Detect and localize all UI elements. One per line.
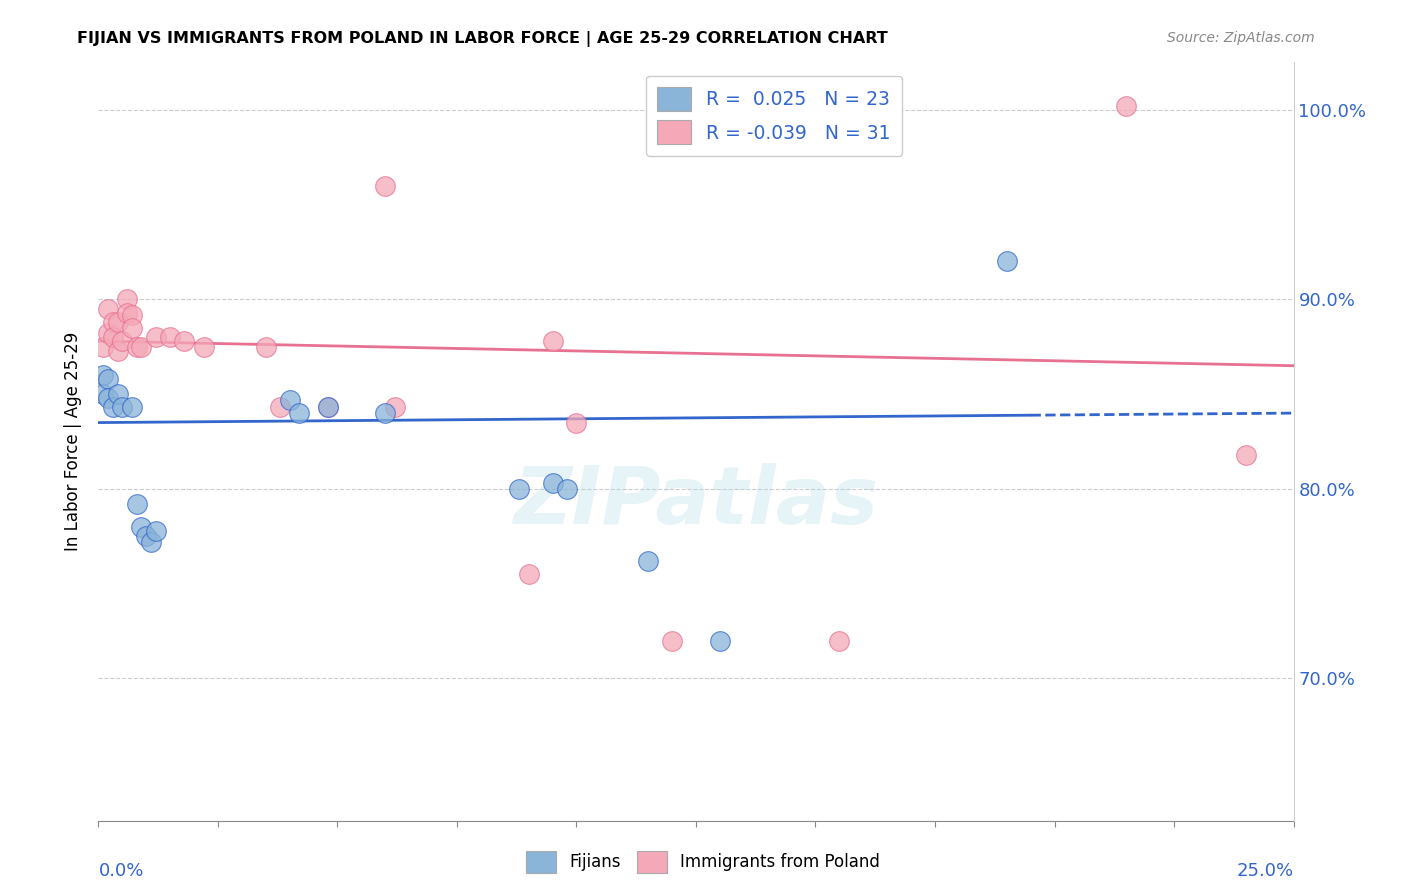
Point — [316, 401, 339, 415]
Point — [555, 482, 578, 496]
Point — [852, 99, 875, 113]
Text: ZIPatlas: ZIPatlas — [513, 463, 879, 541]
Point — [316, 401, 339, 415]
Point — [384, 401, 406, 415]
Point — [269, 401, 291, 415]
Point — [131, 520, 153, 534]
Point — [145, 330, 167, 344]
Point — [254, 340, 277, 354]
Point — [661, 633, 683, 648]
Point — [97, 326, 120, 341]
Point — [995, 254, 1018, 268]
Point — [637, 554, 659, 568]
Text: Source: ZipAtlas.com: Source: ZipAtlas.com — [1167, 31, 1315, 45]
Point — [1234, 448, 1257, 462]
Point — [508, 482, 530, 496]
Point — [107, 387, 129, 401]
Point — [97, 391, 120, 405]
Point — [288, 406, 311, 420]
Point — [374, 406, 396, 420]
Point — [173, 334, 195, 348]
Point — [91, 340, 114, 354]
Point — [541, 476, 564, 491]
Text: FIJIAN VS IMMIGRANTS FROM POLAND IN LABOR FORCE | AGE 25-29 CORRELATION CHART: FIJIAN VS IMMIGRANTS FROM POLAND IN LABO… — [77, 31, 889, 47]
Point — [145, 524, 167, 538]
Point — [91, 387, 114, 401]
Legend: Fijians, Immigrants from Poland: Fijians, Immigrants from Poland — [519, 845, 887, 880]
Point — [101, 315, 124, 329]
Point — [159, 330, 181, 344]
Point — [101, 330, 124, 344]
Point — [111, 401, 134, 415]
Point — [193, 340, 215, 354]
Point — [97, 301, 120, 316]
Point — [107, 343, 129, 358]
Point — [125, 497, 148, 511]
Point — [101, 401, 124, 415]
Point — [115, 293, 138, 307]
Point — [278, 392, 301, 407]
Point — [121, 308, 143, 322]
Point — [541, 334, 564, 348]
Point — [121, 320, 143, 334]
Point — [1115, 99, 1137, 113]
Point — [374, 178, 396, 193]
Point — [107, 315, 129, 329]
Point — [565, 416, 588, 430]
Point — [828, 633, 851, 648]
Y-axis label: In Labor Force | Age 25-29: In Labor Force | Age 25-29 — [65, 332, 83, 551]
Text: 25.0%: 25.0% — [1236, 863, 1294, 880]
Point — [135, 529, 157, 543]
Point — [139, 535, 162, 549]
Point — [517, 567, 540, 582]
Point — [121, 401, 143, 415]
Point — [111, 334, 134, 348]
Point — [125, 340, 148, 354]
Point — [115, 305, 138, 319]
Point — [97, 372, 120, 386]
Point — [91, 368, 114, 383]
Legend: R =  0.025   N = 23, R = -0.039   N = 31: R = 0.025 N = 23, R = -0.039 N = 31 — [645, 76, 901, 156]
Point — [131, 340, 153, 354]
Text: 0.0%: 0.0% — [98, 863, 143, 880]
Point — [709, 633, 731, 648]
